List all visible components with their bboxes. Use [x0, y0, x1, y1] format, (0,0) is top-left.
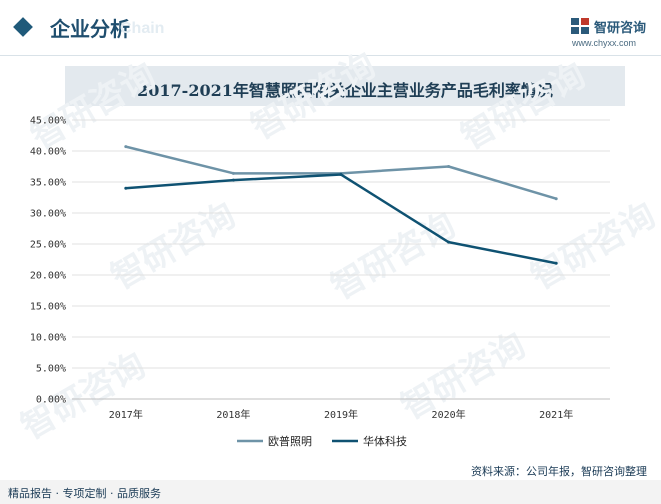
brand-name: 智研咨询	[594, 21, 647, 36]
y-tick-label: 20.00%	[30, 271, 66, 282]
report-header: 企业分析 Chain 智研咨询 www.chyxx.com	[0, 0, 661, 60]
watermark-text: 智研咨询	[25, 55, 163, 158]
data-point	[231, 178, 235, 182]
y-tick-label: 45.00%	[30, 116, 66, 127]
y-tick-label: 40.00%	[30, 147, 66, 158]
watermark-text: 智研咨询	[105, 195, 243, 298]
x-tick-label: 2020年	[432, 408, 466, 421]
y-tick-label: 0.00%	[36, 395, 66, 406]
brand-url: www.chyxx.com	[572, 38, 637, 48]
y-tick-label: 15.00%	[30, 302, 66, 313]
x-tick-label: 2018年	[216, 408, 250, 421]
section-title: 企业分析	[50, 17, 130, 41]
source-note: 资料来源：公司年报，智研咨询整理	[471, 465, 647, 478]
data-point	[447, 165, 451, 168]
legend-label: 华体科技	[363, 434, 407, 448]
header-divider	[0, 55, 661, 56]
chart-title-band	[65, 66, 625, 106]
y-tick-label: 25.00%	[30, 240, 66, 251]
data-point	[339, 173, 343, 177]
footer-tagline: 精品报告 · 专项定制 · 品质服务	[8, 487, 161, 500]
watermark-text: 智研咨询	[455, 55, 593, 158]
watermark-text: 智研咨询	[245, 45, 383, 148]
chart-title: 2017-2021年智慧照明相关企业主营业务产品毛利率情况	[137, 81, 553, 100]
header-watermark-text: Chain	[120, 20, 165, 37]
data-point	[231, 171, 235, 175]
data-point	[124, 145, 128, 149]
data-point	[124, 186, 128, 190]
y-tick-label: 35.00%	[30, 178, 66, 189]
data-point	[447, 240, 451, 244]
x-tick-label: 2019年	[324, 408, 358, 421]
brand-logo-icon	[571, 18, 589, 34]
footer-band	[0, 480, 661, 504]
data-point	[554, 261, 558, 265]
legend-label: 欧普照明	[268, 434, 312, 448]
x-tick-label: 2021年	[539, 408, 573, 421]
y-tick-label: 30.00%	[30, 209, 66, 220]
y-tick-label: 10.00%	[30, 333, 66, 344]
x-tick-label: 2017年	[109, 408, 143, 421]
watermark-text: 智研咨询	[325, 205, 463, 308]
y-tick-label: 5.00%	[36, 364, 66, 375]
data-point	[554, 197, 558, 201]
watermark-text: 智研咨询	[525, 195, 661, 298]
